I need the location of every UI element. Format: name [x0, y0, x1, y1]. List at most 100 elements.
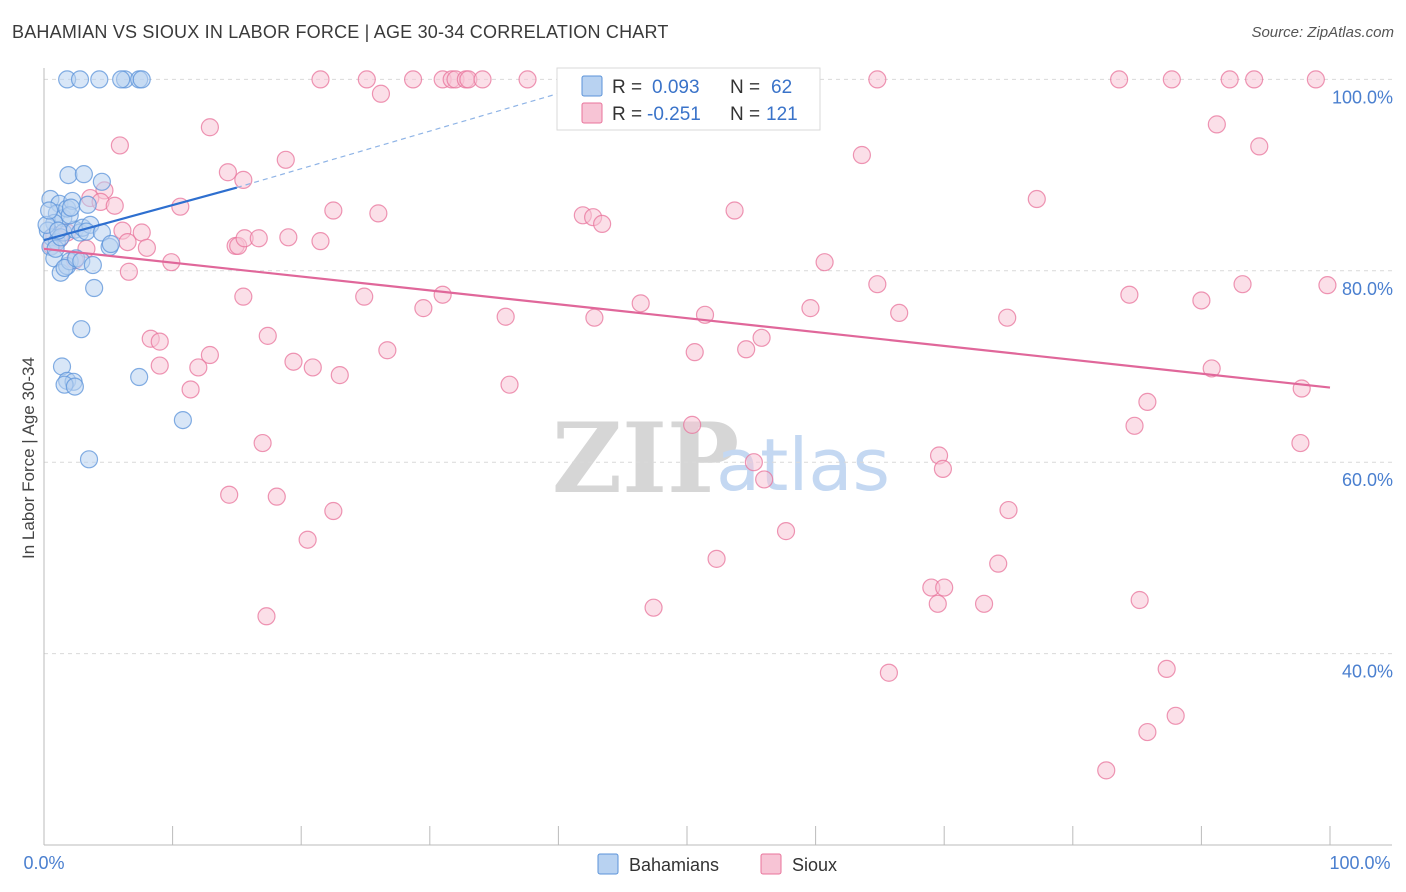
sioux-point-84	[1202, 359, 1221, 378]
bottom-legend-bahamians: Bahamians	[629, 855, 719, 875]
bahamian-point-46	[130, 367, 149, 387]
sioux-point-37	[725, 201, 744, 220]
bahamian-point-30	[92, 172, 111, 191]
y-tick-label-100: 100.0%	[1332, 87, 1393, 107]
sioux-point-56	[1318, 276, 1337, 295]
sioux-point-34	[369, 204, 388, 223]
sioux-point-88	[1138, 392, 1157, 412]
legend-n-value-bahamians: 62	[771, 77, 792, 98]
legend-r-value-bahamians: 0.093	[652, 77, 700, 98]
sioux-point-70	[998, 308, 1017, 327]
bottom-legend-swatch-sioux	[760, 853, 782, 875]
sioux-point-61	[1120, 285, 1139, 304]
sioux-point-38	[1027, 189, 1046, 209]
sioux-point-10	[518, 70, 537, 89]
sioux-point-98	[267, 487, 286, 506]
y-tick-label-80: 80.0%	[1342, 279, 1393, 299]
sioux-point-22	[110, 136, 129, 155]
legend-r-label-bahamians: R =	[612, 77, 642, 98]
sioux-point-65	[801, 299, 820, 318]
sioux-point-75	[685, 343, 704, 362]
sioux-point-63	[631, 294, 650, 313]
legend-n-label-bahamians: N =	[730, 77, 760, 98]
bahamian-point-2	[90, 70, 109, 89]
sioux-points	[42, 70, 1337, 780]
sioux-trend-line	[43, 247, 1331, 389]
bahamian-point-48	[79, 450, 99, 469]
sioux-point-78	[200, 345, 219, 365]
sioux-point-68	[585, 308, 604, 327]
legend-r-label-sioux: R =	[612, 104, 642, 125]
sioux-point-109	[1130, 590, 1149, 610]
sioux-point-55	[1233, 275, 1252, 294]
y-tick-label-40: 40.0%	[1342, 662, 1393, 682]
sioux-point-59	[355, 287, 374, 306]
legend-n-label-sioux: N =	[730, 104, 760, 125]
sioux-point-47	[311, 232, 330, 251]
sioux-point-116	[1097, 761, 1116, 780]
legend-swatch-sioux	[581, 102, 603, 124]
source-credit: Source: ZipAtlas.com	[1251, 24, 1394, 41]
bahamian-point-51	[40, 201, 59, 220]
sioux-point-74	[378, 341, 397, 360]
sioux-point-21	[852, 145, 871, 165]
sioux-point-95	[933, 459, 953, 478]
y-tick-label-60: 60.0%	[1342, 470, 1393, 490]
sioux-point-111	[257, 607, 276, 626]
sioux-point-16	[1162, 70, 1181, 89]
bahamian-point-28	[59, 166, 78, 185]
sioux-point-25	[1250, 137, 1269, 156]
sioux-point-110	[644, 598, 663, 617]
axes: 40.0% 60.0% 80.0% 100.0% 0.0% 100.0%	[23, 68, 1393, 873]
sioux-point-31	[105, 196, 124, 215]
sioux-point-17	[1220, 70, 1239, 89]
sioux-point-49	[137, 238, 156, 257]
sioux-point-99	[324, 501, 343, 521]
bahamian-point-6	[132, 70, 151, 89]
legend-r-value-sioux: -0.251	[647, 104, 701, 125]
legend-swatch-bahamians	[581, 75, 603, 97]
sioux-point-0	[311, 70, 330, 89]
sioux-point-26	[218, 163, 237, 182]
sioux-point-94	[744, 453, 763, 472]
sioux-point-57	[868, 275, 887, 294]
sioux-point-15	[1109, 70, 1129, 89]
sioux-point-102	[298, 530, 317, 549]
sioux-point-18	[1245, 70, 1264, 89]
bahamian-point-52	[61, 198, 81, 217]
sioux-point-64	[414, 299, 433, 318]
bahamian-point-38	[83, 255, 102, 275]
sioux-point-114	[1138, 722, 1157, 742]
sioux-point-66	[890, 303, 909, 323]
sioux-point-77	[752, 328, 771, 347]
bahamian-point-47	[173, 410, 192, 430]
sioux-point-46	[279, 228, 298, 247]
chart-title: BAHAMIAN VS SIOUX IN LABOR FORCE | AGE 3…	[12, 22, 669, 42]
gridlines	[44, 78, 1392, 655]
sioux-point-62	[1192, 291, 1211, 310]
sioux-point-96	[755, 470, 774, 489]
sioux-point-53	[815, 253, 834, 272]
sioux-point-103	[707, 549, 726, 568]
sioux-point-33	[324, 201, 343, 220]
bahamian-point-1	[70, 70, 90, 89]
sioux-point-45	[249, 229, 268, 248]
sioux-point-115	[1166, 706, 1185, 725]
sioux-point-100	[999, 500, 1018, 520]
sioux-point-58	[234, 287, 253, 306]
correlation-legend: R = 0.093 N = 62 R = -0.251 N = 121	[556, 67, 821, 131]
sioux-point-9	[473, 70, 492, 89]
sioux-point-67	[496, 307, 515, 326]
y-axis-title: In Labor Force | Age 30-34	[19, 357, 38, 559]
watermark-atlas: atlas	[716, 423, 890, 507]
sioux-point-97	[220, 485, 239, 504]
bahamian-point-25	[77, 222, 96, 241]
sioux-point-1	[357, 70, 376, 89]
sioux-point-76	[737, 340, 756, 359]
sioux-point-82	[330, 366, 349, 385]
sioux-point-20	[200, 118, 219, 137]
sioux-point-54	[119, 262, 138, 281]
bottom-legend-sioux: Sioux	[792, 855, 837, 875]
bahamian-point-4	[112, 70, 131, 89]
